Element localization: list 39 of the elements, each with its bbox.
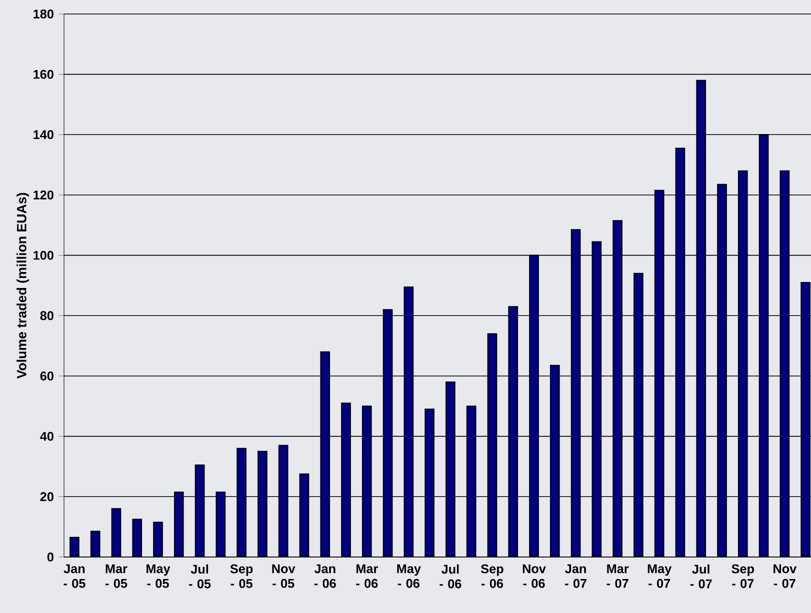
x-tick-label: Sep - 07: [732, 564, 754, 588]
x-tick-label: Mar - 05: [105, 564, 128, 588]
bar: [717, 184, 727, 557]
x-tick-label: May - 07: [648, 564, 672, 588]
y-tick-label: 60: [40, 372, 54, 380]
x-tick-label: Jan - 07: [565, 564, 586, 588]
bar: [258, 450, 268, 557]
bar: [800, 282, 810, 557]
x-tick-label: Nov - 07: [774, 564, 797, 588]
y-tick-label: 120: [34, 190, 54, 200]
bar: [446, 381, 456, 557]
x-tick-label: Jan - 06: [314, 564, 336, 588]
x-tick-label: May - 06: [397, 564, 421, 588]
x-tick-label: Jan - 05: [64, 564, 86, 588]
x-tick-label: Jul - 07: [690, 564, 712, 588]
y-tick-label: 160: [34, 70, 54, 79]
x-tick-label: Nov - 06: [522, 564, 546, 588]
x-tick-label: Sep - 05: [230, 564, 253, 588]
y-axis-title: Volume traded (million EUAs): [16, 192, 29, 379]
y-tick-label: 140: [34, 130, 54, 140]
bar: [341, 402, 351, 557]
x-tick-label: Jul - 06: [440, 564, 462, 588]
y-tick-label: 40: [40, 432, 54, 441]
bar: [634, 272, 644, 557]
bar: [236, 448, 246, 557]
y-tick-label: 100: [34, 250, 54, 260]
y-tick-label: 0: [47, 552, 54, 562]
x-tick-label: Mar - 07: [606, 564, 629, 588]
x-tick-label: Mar - 06: [356, 564, 378, 588]
x-tick-label: Jul - 05: [189, 564, 211, 588]
x-tick-label: Nov - 05: [272, 564, 296, 588]
x-tick-label: May - 05: [146, 564, 170, 588]
bar: [424, 408, 434, 557]
y-tick-label: 80: [40, 311, 54, 320]
y-tick-label: 20: [40, 492, 54, 502]
bar: [612, 220, 622, 557]
bar: [529, 254, 539, 557]
x-tick-label: Sep - 06: [480, 564, 504, 588]
y-tick-label: 180: [34, 10, 54, 18]
